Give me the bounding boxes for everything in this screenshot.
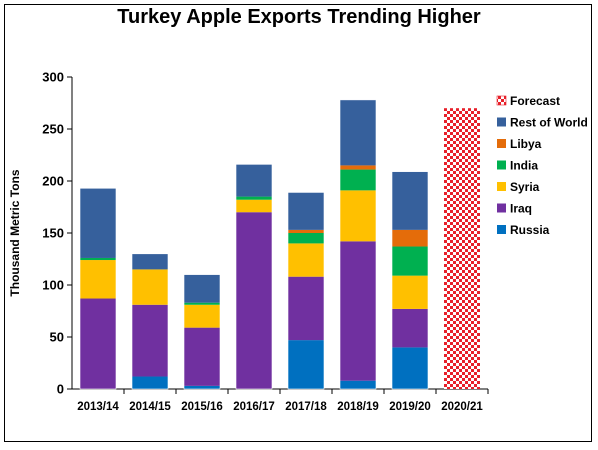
x-tick-label: 2015/16 <box>181 401 223 413</box>
y-tick-label: 250 <box>42 122 64 137</box>
bar-segment-syria <box>132 269 168 305</box>
bar-outline <box>235 164 273 390</box>
bar-segment-syria <box>288 243 324 277</box>
bar-outline <box>339 99 377 390</box>
legend-swatch-rest-of-world <box>497 117 506 127</box>
y-tick-label: 0 <box>57 382 64 397</box>
x-tick-label: 2014/15 <box>129 401 171 413</box>
bar-segment-india <box>288 233 324 244</box>
x-tick-label: 2019/20 <box>389 401 431 413</box>
bar-segment-india <box>392 246 428 276</box>
legend-label-syria: Syria <box>510 180 540 194</box>
bar-segment-russia <box>132 376 168 389</box>
legend-swatch-forecast <box>496 95 507 106</box>
bar-outline <box>391 171 429 390</box>
x-tick-label: 2016/17 <box>233 401 275 413</box>
y-tick-label: 300 <box>42 70 64 85</box>
bar-segment-iraq <box>236 212 272 389</box>
bar-segment-syria <box>340 190 376 242</box>
bar-segment-libya <box>288 229 324 233</box>
bar-outline <box>79 187 117 390</box>
x-tick-label: 2017/18 <box>285 401 327 413</box>
bar-segment-rest-of-world <box>340 99 376 166</box>
y-tick-label: 200 <box>42 174 64 189</box>
bar-segment-iraq <box>340 241 376 381</box>
legend-swatch-india <box>497 160 506 170</box>
y-tick-label: 100 <box>42 278 64 293</box>
x-tick-label: 2020/21 <box>441 401 483 413</box>
bar-outline <box>131 253 169 390</box>
legend-swatch-libya <box>497 139 506 148</box>
bar-outline <box>287 192 325 390</box>
bar-segment-syria <box>236 199 272 213</box>
bar-segment-rest-of-world <box>132 253 168 270</box>
legend-label-india: India <box>510 159 538 173</box>
legend-label-rest-of-world: Rest of World <box>510 116 588 130</box>
legend-label-libya: Libya <box>510 137 542 151</box>
legend-swatch-syria <box>497 182 506 191</box>
bar-segment-india <box>340 169 376 191</box>
bar-segment-russia <box>340 380 376 389</box>
bar-segment-rest-of-world <box>80 188 116 258</box>
bar-outline <box>183 274 221 390</box>
bar-segment-russia <box>392 347 428 389</box>
bar-segment-rest-of-world <box>184 274 220 303</box>
x-tick-label: 2013/14 <box>77 401 119 413</box>
legend-label-russia: Russia <box>510 223 550 237</box>
legend-label-forecast: Forecast <box>510 94 560 108</box>
bar-segment-rest-of-world <box>392 171 428 230</box>
y-tick-label: 50 <box>50 330 64 345</box>
bar-segment-iraq <box>392 308 428 348</box>
bar-segment-iraq <box>80 298 116 389</box>
bar-segment-rest-of-world <box>288 192 324 230</box>
bar-segment-syria <box>80 260 116 299</box>
bar-segment-rest-of-world <box>236 164 272 197</box>
y-axis-label: Thousand Metric Tons <box>8 169 22 296</box>
bar-segment-india <box>184 302 220 305</box>
bar-segment-russia <box>288 340 324 389</box>
bar-segment-russia <box>184 385 220 389</box>
legend-swatch-russia <box>497 225 506 234</box>
bar-segment-libya <box>392 229 428 247</box>
bar-forecast <box>444 108 480 389</box>
bar-segment-iraq <box>288 276 324 341</box>
y-tick-label: 150 <box>42 226 64 241</box>
bar-segment-iraq <box>132 304 168 377</box>
legend-label-iraq: Iraq <box>510 202 532 216</box>
x-tick-label: 2018/19 <box>337 401 379 413</box>
bar-segment-india <box>236 196 272 200</box>
bar-segment-iraq <box>184 327 220 386</box>
legend-swatch-iraq <box>497 203 506 213</box>
bar-segment-syria <box>392 275 428 309</box>
bar-segment-india <box>80 257 116 261</box>
bar-segment-syria <box>184 304 220 328</box>
bar-segment-libya <box>340 165 376 170</box>
chart-title: Turkey Apple Exports Trending Higher <box>117 6 481 28</box>
